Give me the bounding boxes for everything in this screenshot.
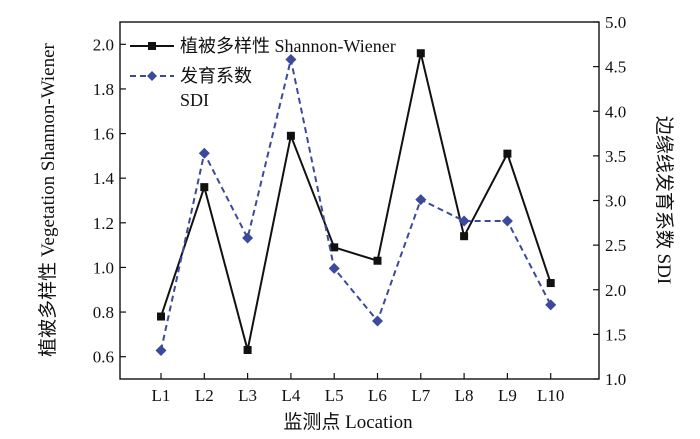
x-tick-label: L6 (368, 386, 387, 405)
legend-label-shannon: 植被多样性 Shannon-Wiener (180, 36, 396, 56)
x-tick-label: L9 (498, 386, 517, 405)
right-tick-label: 4.0 (605, 102, 626, 121)
sdi-point-marker (415, 194, 427, 206)
right-tick-label: 2.0 (605, 281, 626, 300)
shannon-point-marker (200, 183, 209, 192)
legend-label-sdi-line1: 发育系数 (180, 66, 252, 86)
shannon-point-marker (373, 256, 382, 265)
right-tick-label: 4.5 (605, 58, 626, 77)
shannon-point-marker (460, 232, 469, 241)
right-tick-label: 1.5 (605, 325, 626, 344)
sdi-point-marker (458, 215, 470, 227)
shannon-point-marker (330, 243, 339, 252)
sdi-point-marker (155, 344, 167, 356)
x-tick-label: L4 (281, 386, 300, 405)
right-axis-title: 边缘线发育系数 SDI (653, 116, 675, 284)
shannon-point-marker (243, 345, 252, 354)
shannon-point-marker (503, 149, 512, 158)
x-tick-label: L10 (537, 386, 564, 405)
left-tick-label: 1.0 (93, 258, 114, 277)
sdi-series-line (160, 59, 552, 351)
x-tick-label: L1 (152, 386, 171, 405)
legend-label-sdi-line2: SDI (180, 90, 209, 110)
sdi-point-marker (501, 215, 513, 227)
left-tick-label: 1.2 (93, 214, 114, 233)
right-tick-label: 5.0 (605, 13, 626, 32)
sdi-point-marker (198, 147, 210, 159)
sdi-point-marker (328, 262, 340, 274)
x-axis-title: 监测点 Location (283, 411, 413, 433)
series-layer (155, 49, 557, 356)
left-tick-label: 1.4 (93, 169, 115, 188)
shannon-point-marker (416, 49, 425, 58)
left-tick-label: 0.8 (93, 303, 114, 322)
left-tick-label: 2.0 (93, 35, 114, 54)
sdi-point-marker (545, 299, 557, 311)
left-axis-ticks: 0.6 0.8 1.0 1.2 1.4 1.6 1.8 2.0 (93, 35, 126, 367)
shannon-point-marker (157, 312, 165, 321)
shannon-point-marker (286, 131, 295, 140)
sdi-point-marker (285, 53, 297, 65)
x-tick-label: L8 (455, 386, 474, 405)
left-tick-label: 1.6 (93, 125, 114, 144)
left-tick-label: 1.8 (93, 80, 114, 99)
right-tick-label: 2.5 (605, 236, 626, 255)
shannon-point-marker (546, 279, 555, 288)
sdi-point-marker (372, 315, 383, 327)
legend: 植被多样性 Shannon-Wiener 发育系数 SDI (130, 36, 396, 110)
right-axis-ticks: 1.0 1.5 2.0 2.5 3.0 3.5 4.0 4.5 5.0 (593, 13, 626, 389)
right-tick-label: 1.0 (605, 370, 626, 389)
left-tick-label: 0.6 (93, 348, 114, 367)
x-tick-label: L2 (195, 386, 214, 405)
legend-marker-diamond-icon (147, 71, 157, 81)
shannon-series-line (160, 53, 552, 351)
x-tick-label: L7 (411, 386, 430, 405)
left-axis-title: 植被多样性 Vegetation Shannon-Wiener (37, 42, 59, 356)
right-tick-label: 3.0 (605, 192, 626, 211)
right-tick-label: 3.5 (605, 147, 626, 166)
x-tick-label: L5 (325, 386, 344, 405)
x-tick-label: L3 (238, 386, 257, 405)
legend-marker-square-icon (148, 42, 156, 50)
sdi-point-marker (242, 232, 254, 244)
x-axis-ticks: L1 L2 L3 L4 L5 L6 L7 L8 L9 L10 (152, 373, 564, 405)
